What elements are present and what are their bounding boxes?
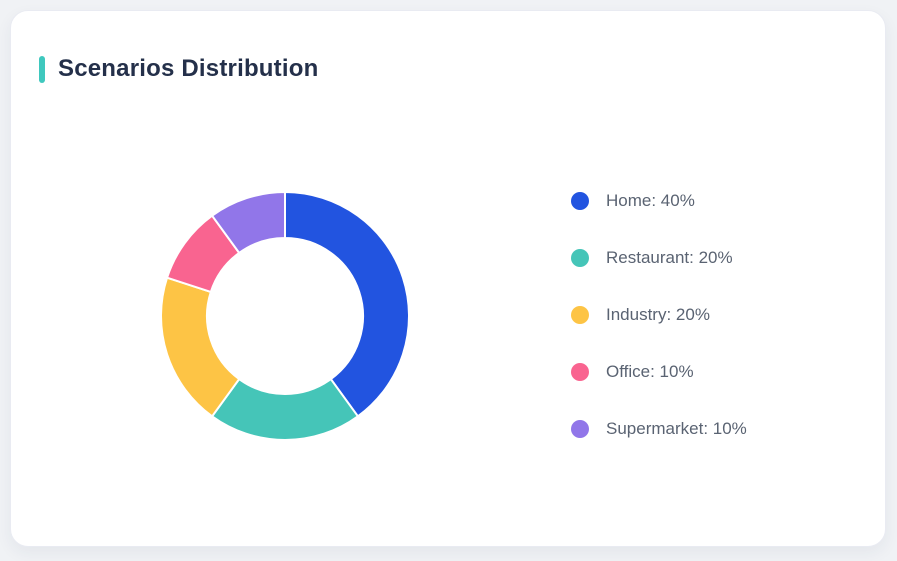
legend-item-office[interactable]: Office: 10% [571, 360, 747, 384]
donut-segment-home[interactable] [284, 191, 410, 418]
donut-segment-supermarket[interactable] [211, 191, 286, 254]
legend-item-supermarket[interactable]: Supermarket: 10% [571, 417, 747, 441]
legend-swatch-industry [571, 306, 589, 324]
legend-item-industry[interactable]: Industry: 20% [571, 303, 747, 327]
title-accent-bar [39, 55, 45, 83]
donut-segment-restaurant[interactable] [211, 378, 359, 441]
legend-label-industry: Industry: 20% [606, 305, 710, 324]
legend-swatch-supermarket [571, 420, 589, 438]
legend-item-home[interactable]: Home: 40% [571, 189, 747, 213]
card-header: Scenarios Distribution [39, 55, 318, 83]
donut-segment-industry[interactable] [160, 276, 241, 418]
legend-swatch-restaurant [571, 249, 589, 267]
donut-chart [160, 191, 410, 441]
legend-swatch-office [571, 363, 589, 381]
page-title: Scenarios Distribution [58, 55, 319, 82]
legend-label-supermarket: Supermarket: 10% [606, 419, 747, 438]
legend-swatch-home [571, 192, 589, 210]
scenarios-distribution-card: Scenarios Distribution Home: 40% Restaur… [10, 10, 886, 547]
legend-label-restaurant: Restaurant: 20% [606, 248, 733, 267]
chart-legend: Home: 40% Restaurant: 20% Industry: 20% … [571, 189, 747, 474]
legend-item-restaurant[interactable]: Restaurant: 20% [571, 246, 747, 270]
legend-label-home: Home: 40% [606, 191, 695, 210]
legend-label-office: Office: 10% [606, 362, 694, 381]
donut-chart-container [160, 191, 410, 441]
